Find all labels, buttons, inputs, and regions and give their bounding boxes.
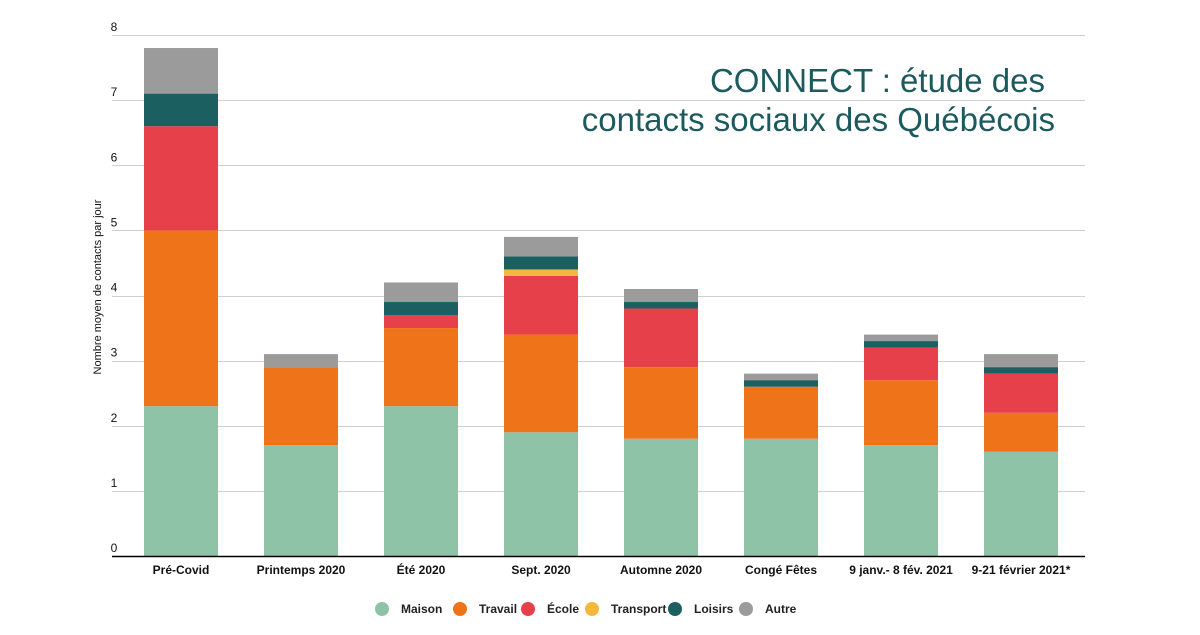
bar-segment [384,328,458,407]
legend-swatch [668,602,682,616]
legend-label: École [547,601,579,616]
bar-segment [864,347,938,381]
bar-segment [144,48,218,94]
bar-segment [384,406,458,556]
y-tick-label: 7 [111,85,118,99]
legend-label: Travail [479,602,517,616]
bar-segment [744,438,818,556]
bar-segment [504,236,578,257]
bar-segment [984,354,1058,368]
bar-segment [864,445,938,556]
bar-segment [744,386,818,439]
bar-segment [384,282,458,303]
y-tick-label: 2 [111,411,118,425]
legend-label: Transport [611,602,666,616]
x-tick-label: Sept. 2020 [511,563,571,577]
bar-segment [984,451,1058,556]
bar-segment [864,380,938,446]
bar-segment [264,354,338,368]
bar-segment [624,288,698,303]
y-axis-ticks: 0 1 2 3 4 5 6 7 8 [111,20,118,555]
y-tick-label: 0 [111,541,118,555]
bar-segment [384,315,458,329]
bar-segment [504,256,578,270]
bar-segment [384,302,458,316]
y-tick-label: 1 [111,476,118,490]
bar-segment [984,373,1058,413]
x-tick-label: Congé Fêtes [745,563,817,577]
x-tick-label: Été 2020 [397,562,446,577]
x-tick-label: Printemps 2020 [257,563,346,577]
bar-segment [624,302,698,309]
x-axis-ticks: Pré-Covid Printemps 2020 Été 2020 Sept. 202… [153,562,1071,577]
bar-segment [624,308,698,368]
bar-segment [624,438,698,556]
y-tick-label: 8 [111,20,118,34]
y-tick-label: 3 [111,346,118,360]
y-tick-label: 5 [111,215,118,229]
y-axis-title: Nombre moyen de contacts par jour [92,199,104,374]
bar-segment [504,269,578,276]
bar-segment [144,93,218,127]
legend-swatch [585,602,599,616]
bar-segment [744,380,818,387]
bar-segment [504,432,578,556]
legend-swatch [375,602,389,616]
x-tick-label: Pré-Covid [153,563,210,577]
y-tick-label: 6 [111,150,118,164]
bar-segment [144,230,218,407]
legend-swatch [453,602,467,616]
legend-label: Loisirs [694,602,734,616]
bars [144,48,1058,556]
bar-segment [624,367,698,439]
bar-segment [264,367,338,446]
bar-segment [504,275,578,335]
chart-title-line-2: contacts sociaux des Québécois [582,101,1055,138]
x-tick-label: 9-21 février 2021* [972,563,1071,577]
bar-segment [264,445,338,556]
bar-segment [864,334,938,342]
legend-label: Maison [401,602,442,616]
y-tick-label: 4 [111,281,118,295]
bar-segment [984,412,1058,452]
bar-segment [504,334,578,433]
bar-segment [144,126,218,231]
x-tick-label: Automne 2020 [620,563,702,577]
legend: Maison Travail École Transport Loisirs Autre [375,601,797,616]
bar-segment [864,341,938,348]
legend-label: Autre [765,602,797,616]
legend-swatch [739,602,753,616]
x-tick-label: 9 janv.- 8 fév. 2021 [849,563,953,577]
bar-segment [144,406,218,556]
chart-title-line-1: CONNECT : étude des [710,62,1045,99]
bar-segment [984,367,1058,374]
bar-segment [744,373,818,381]
legend-swatch [521,602,535,616]
